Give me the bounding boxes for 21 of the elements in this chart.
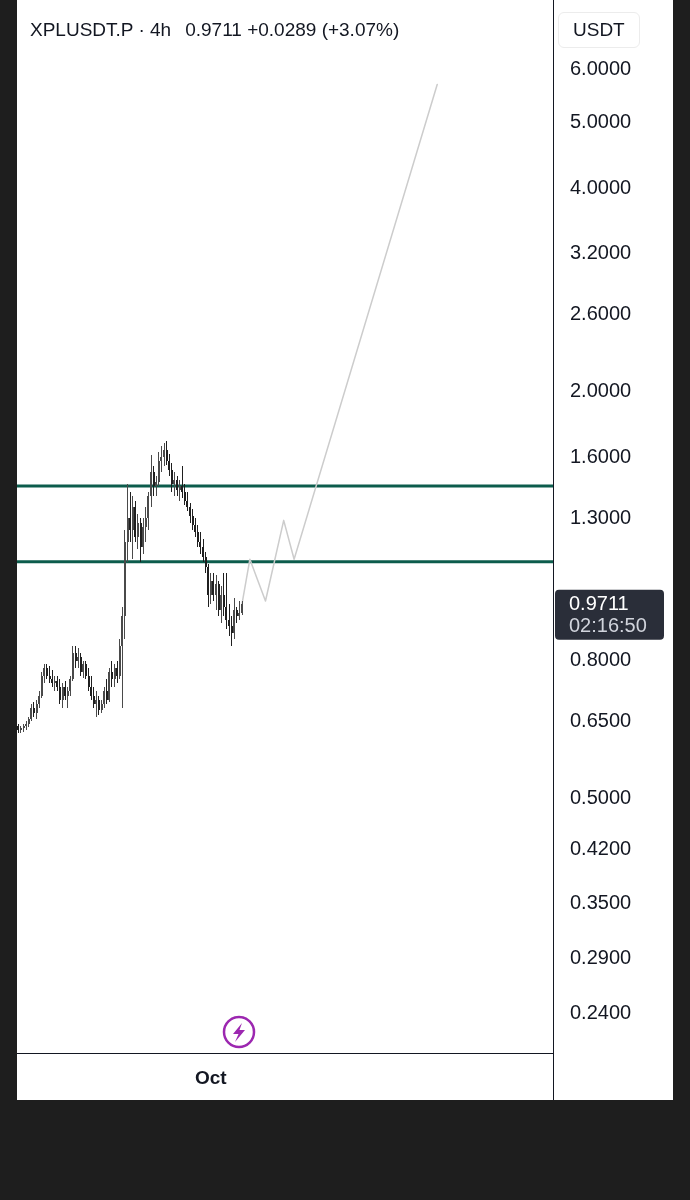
- y-tick-label: 0.6500: [570, 709, 632, 731]
- y-tick-label: 3.2000: [570, 241, 632, 264]
- y-tick-label: 0.2400: [570, 1001, 632, 1024]
- y-tick-label: 2.6000: [570, 302, 632, 325]
- text: 0.9711: [569, 592, 629, 615]
- x-tick-label: Oct: [195, 1066, 228, 1088]
- y-tick-label: 2.0000: [570, 379, 632, 402]
- y-tick-label: 1.3000: [570, 505, 632, 528]
- y-tick-label: 0.5000: [570, 785, 632, 808]
- y-tick-label: 6.0000: [570, 56, 632, 79]
- y-tick-label: 0.4200: [570, 837, 632, 860]
- y-tick-label: 0.8000: [570, 648, 632, 671]
- y-tick-label: 4.0000: [570, 175, 632, 198]
- y-tick-label: 0.2900: [570, 945, 632, 968]
- y-tick-label: 5.0000: [570, 110, 632, 133]
- text: 0.9711 +0.0289 (+3.07%): [185, 19, 400, 40]
- y-axis-title: USDT: [558, 12, 640, 48]
- y-tick-label: 0.3500: [570, 890, 632, 913]
- text: XPLUSDT.P · 4h: [30, 19, 172, 40]
- text: 02:16:50: [569, 614, 647, 637]
- y-tick-label: 1.6000: [570, 444, 632, 467]
